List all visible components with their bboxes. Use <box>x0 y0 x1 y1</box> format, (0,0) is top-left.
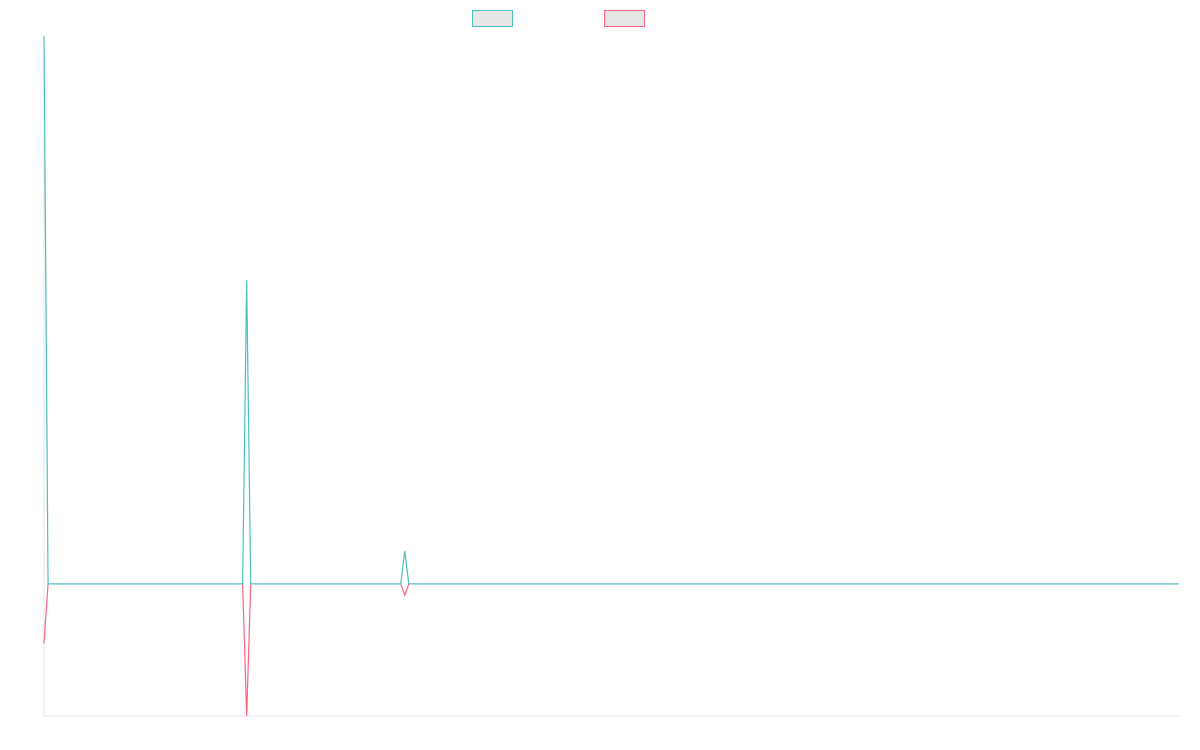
legend-swatch-1[interactable] <box>472 10 513 27</box>
series-layer <box>43 35 1179 717</box>
series-line-1 <box>43 35 1179 585</box>
axes <box>43 36 1179 717</box>
legend-swatch-2[interactable] <box>604 10 645 27</box>
series-line-2 <box>43 583 1179 717</box>
legend <box>472 10 645 27</box>
